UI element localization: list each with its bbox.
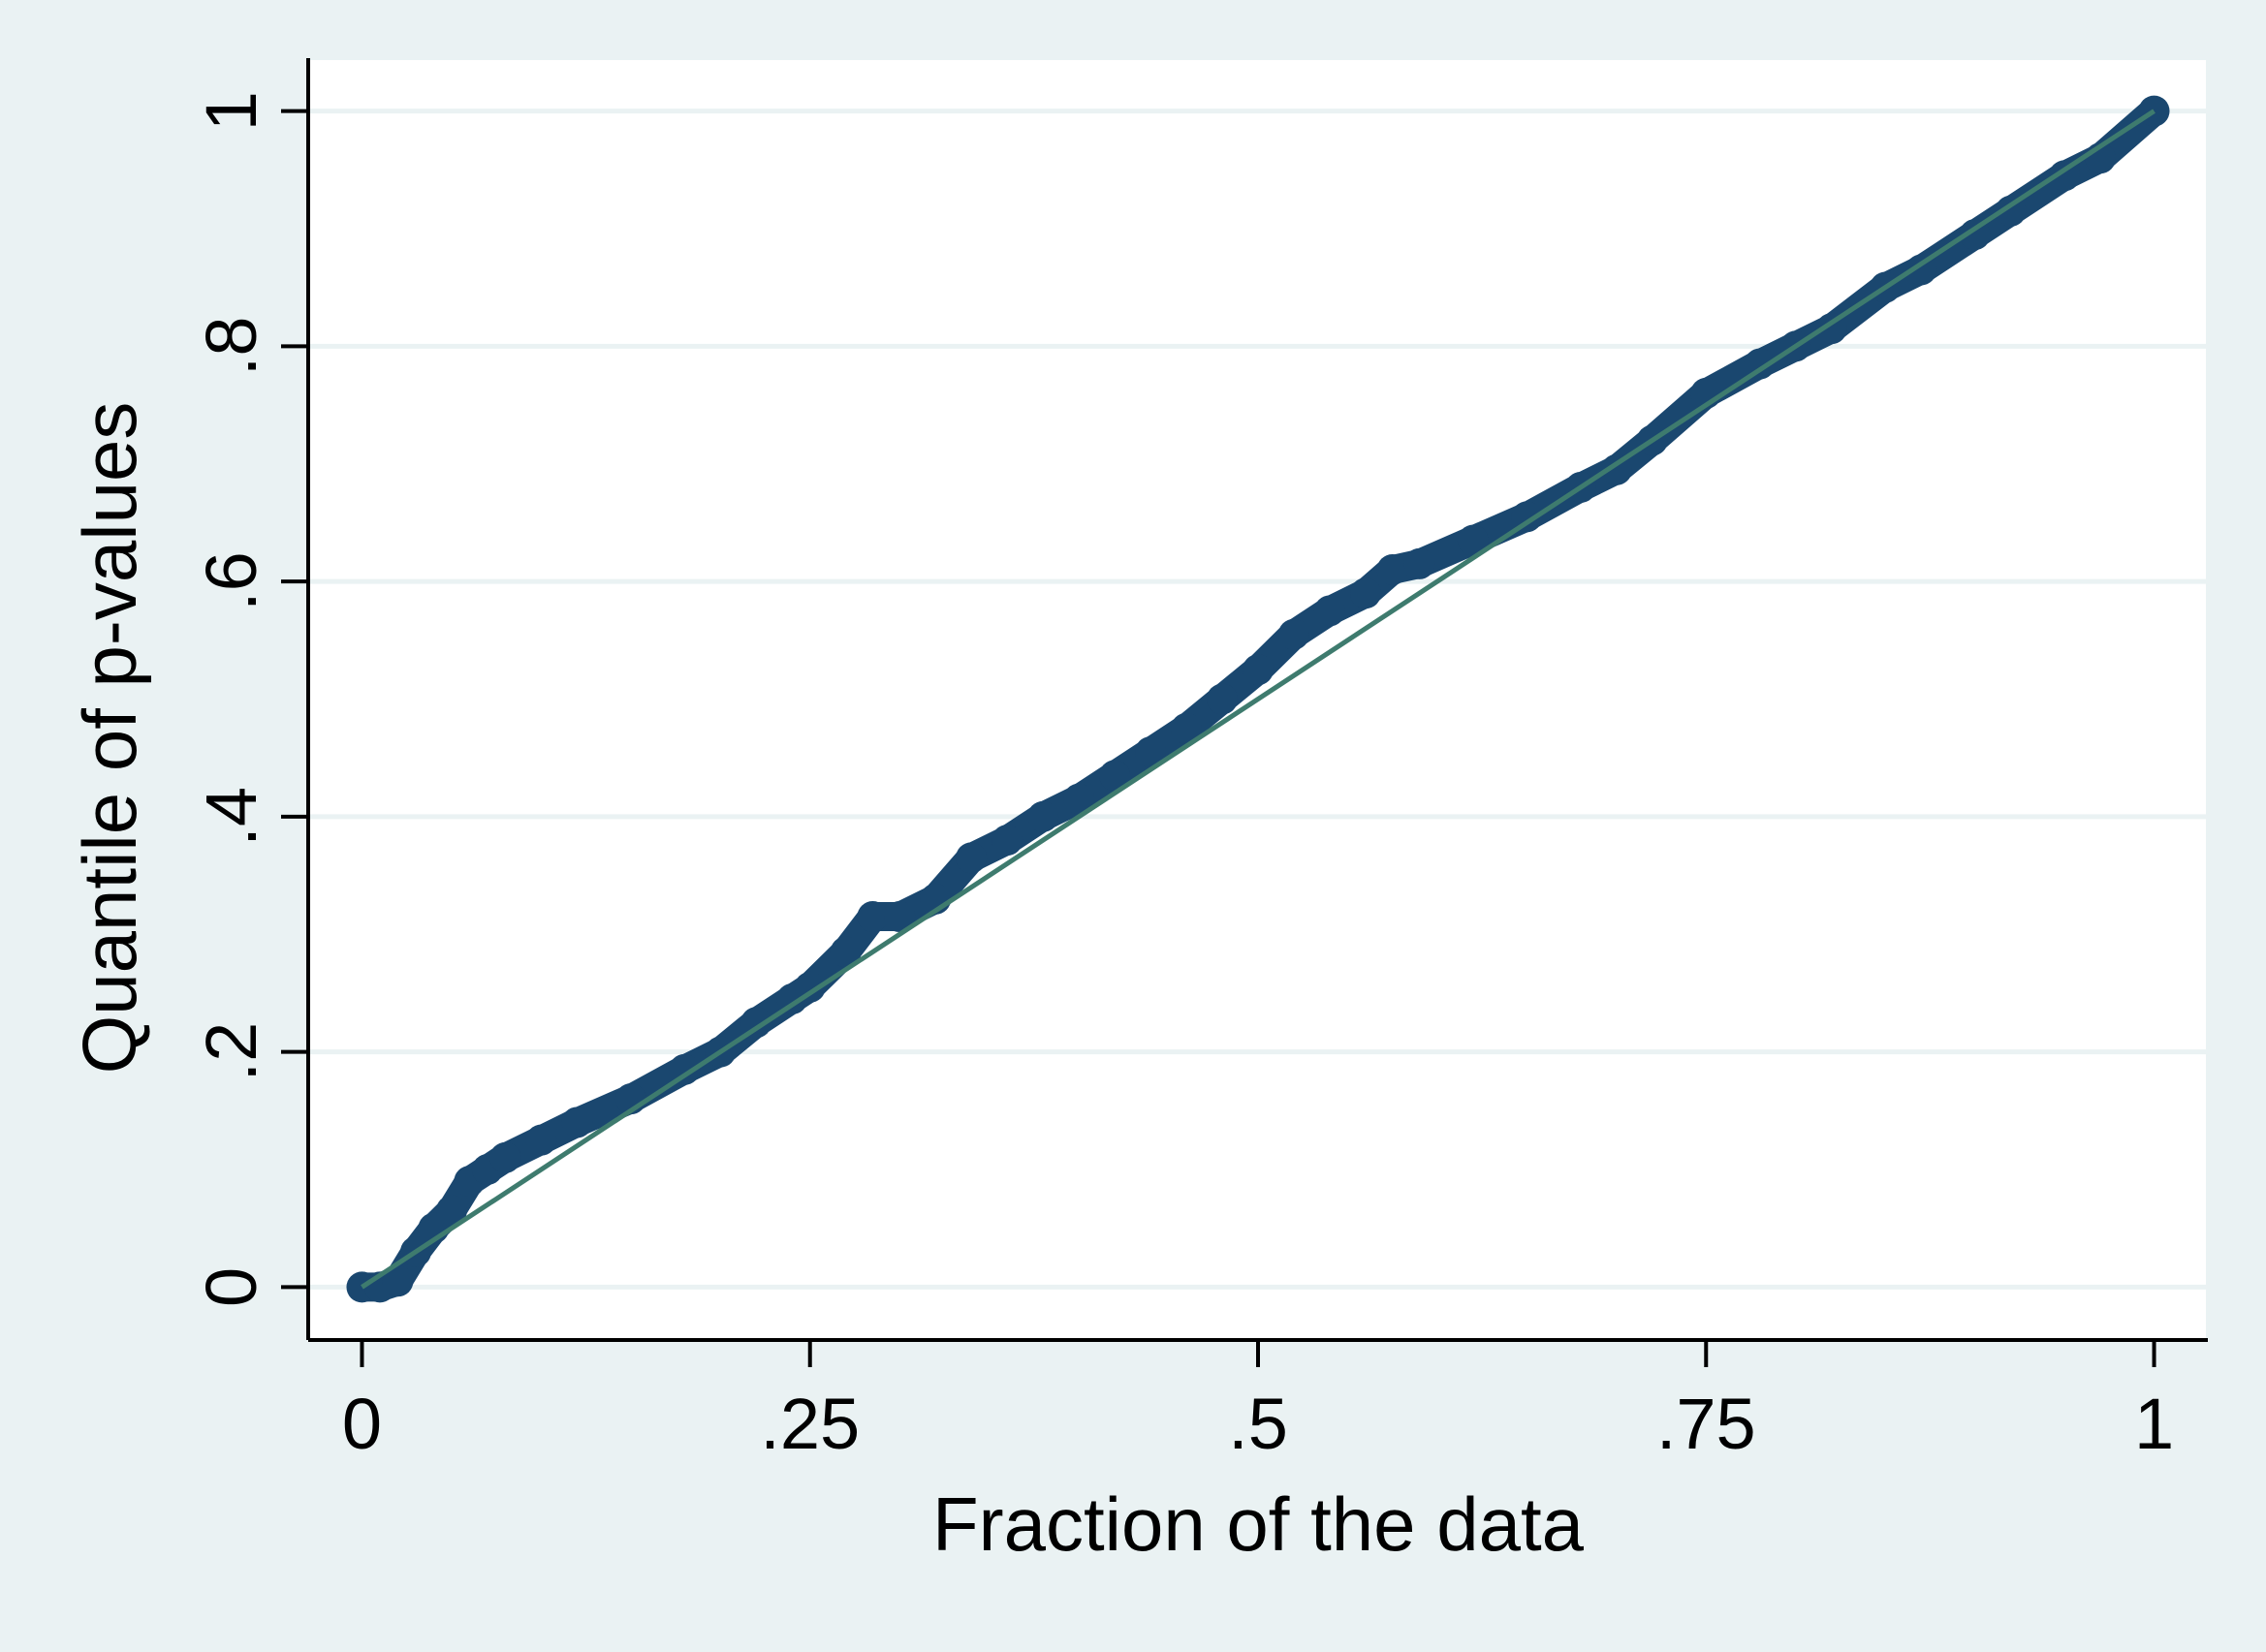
quantile-point (991, 825, 1023, 857)
quantile-point (561, 1107, 593, 1138)
quantile-point (1243, 654, 1274, 686)
quantile-point (1905, 254, 1937, 286)
quantile-point (1063, 783, 1095, 815)
quantile-point (1277, 618, 1309, 650)
quantile-point (1511, 501, 1543, 533)
quantile-point (1376, 553, 1408, 585)
reference-line (361, 109, 2156, 1290)
quantile-point (1995, 195, 2027, 227)
quantile-point (830, 936, 862, 968)
y-tick-label: .6 (191, 551, 271, 611)
quantile-point (857, 901, 889, 933)
quantile-point (1313, 595, 1345, 627)
x-axis-label: Fraction of the data (932, 1481, 1585, 1567)
quantile-point (525, 1124, 557, 1156)
quantile-point (489, 1141, 521, 1173)
y-tick-label: 0 (191, 1267, 271, 1307)
x-tick-label: .5 (1228, 1384, 1288, 1464)
data-series (346, 95, 2170, 1303)
y-tick-label: .4 (191, 787, 271, 847)
quantile-point (1600, 453, 1632, 485)
quantile-point (794, 971, 826, 1003)
x-tick-label: .25 (760, 1384, 860, 1464)
y-tick-label: .8 (191, 317, 271, 377)
quantile-point (669, 1053, 701, 1085)
x-tick-label: .75 (1656, 1384, 1756, 1464)
quantile-point (1959, 219, 1991, 251)
y-tick-label: .2 (191, 1022, 271, 1082)
quantile-point (1099, 760, 1131, 792)
quantile-point (884, 901, 916, 933)
x-tick-label: 0 (342, 1384, 382, 1464)
quantile-point (1744, 348, 1776, 380)
quantile-point (1171, 712, 1203, 744)
quantile-point (740, 1007, 772, 1039)
quantile-point (435, 1195, 467, 1227)
quantile-point (1815, 313, 1847, 345)
quantile-point (1457, 524, 1489, 556)
x-tick-label: 1 (2134, 1384, 2174, 1464)
y-axis-label: Quantile of p-values (67, 402, 152, 1075)
y-tick-label: 1 (191, 91, 271, 131)
quantile-point (2049, 160, 2081, 192)
quantile-point (382, 1265, 414, 1297)
quantile-point (1027, 800, 1059, 832)
quantile-point (1207, 683, 1239, 715)
quantile-point (1349, 577, 1381, 609)
axes: 0 .25 .5 .75 1 0 .2 .4 .6 .8 1 (191, 58, 2208, 1464)
quantile-point (1403, 547, 1435, 579)
quantile-point (956, 842, 988, 874)
quantile-point (1135, 736, 1167, 768)
